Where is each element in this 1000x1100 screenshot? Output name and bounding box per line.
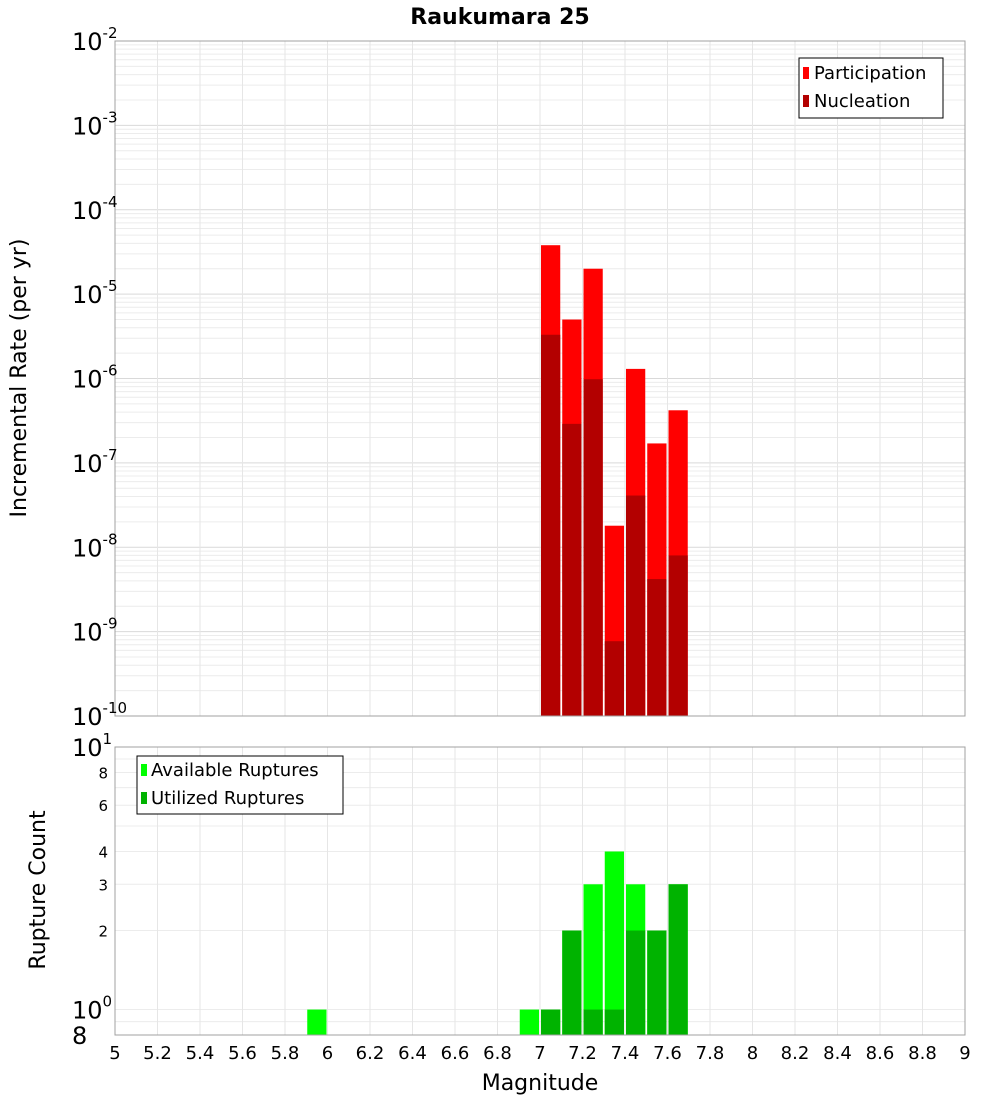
x-tick-label: 8.2 [781,1043,810,1064]
x-tick-label: 8.8 [908,1043,937,1064]
x-tick-label: 6.2 [356,1043,385,1064]
rate-y-tick-label: 10-3 [72,108,118,140]
rate-y-tick-label: 10-9 [72,615,118,647]
x-tick-label: 6.6 [441,1043,470,1064]
rate-legend-swatch [803,95,809,107]
x-tick-label: 6 [322,1043,333,1064]
count-y-minor-tick-label: 8 [98,764,108,782]
rate-legend-label: Participation [814,63,926,84]
chart-title: Raukumara 25 [410,5,589,30]
rate-bar-nucleation [626,495,646,716]
rate-legend-swatch [803,67,809,79]
rate-y-tick-label: 10-2 [72,24,118,56]
count-y-axis-label: Rupture Count [26,810,51,970]
x-tick-label: 7 [534,1043,545,1064]
x-tick-label: 5.8 [271,1043,300,1064]
count-y-minor-tick-label: 6 [98,797,108,815]
count-bar-utilized-ruptures [541,1009,561,1035]
x-tick-label: 8.6 [866,1043,895,1064]
count-legend-label: Utilized Ruptures [151,788,304,809]
count-y-minor-tick-label: 4 [98,843,108,861]
count-bar-utilized-ruptures [647,930,667,1035]
rate-bar-nucleation [583,379,603,716]
x-tick-label: 5.4 [186,1043,215,1064]
rate-y-axis-label: Incremental Rate (per yr) [7,239,32,518]
rate-bar-nucleation [604,641,624,716]
x-tick-label: 8.4 [823,1043,852,1064]
rate-plot-border [114,40,966,717]
x-tick-label: 7.8 [696,1043,725,1064]
count-legend-label: Available Ruptures [151,760,319,781]
count-y-minor-tick-label: 2 [98,923,108,941]
count-y-tick-label: 101 [72,730,112,762]
count-bar-available-ruptures [604,851,624,1035]
rate-y-tick-label: 10-7 [72,446,118,478]
x-axis-label: Magnitude [482,1071,599,1096]
rate-legend-box [798,57,944,119]
x-tick-label: 7.6 [653,1043,682,1064]
count-y-minor-tick-label: 3 [98,876,108,894]
count-legend: Available Ruptures Utilized Ruptures [136,755,344,815]
x-tick-label: 5.2 [143,1043,172,1064]
count-bar-utilized-ruptures [626,930,646,1035]
rate-y-tick-label: 10-8 [72,530,118,562]
rate-bar-nucleation [541,334,561,716]
x-tick-label: 5 [109,1043,120,1064]
count-legend-box [136,755,344,815]
x-tick-label: 9 [959,1043,970,1064]
count-bar-available-ruptures [519,1009,539,1035]
rate-panel: 10-2 10-3 10-4 10-5 10-6 10-7 10-8 10-9 10-10 Par… [72,24,966,731]
rate-y-tick-label: 10-6 [72,362,118,394]
count-legend-swatch [141,764,147,776]
count-legend-swatch [141,792,147,804]
rate-y-tick-label: 10-5 [72,277,118,309]
rate-legend-label: Nucleation [814,91,910,112]
rate-bar-nucleation [562,423,582,716]
count-plot-border [114,746,966,1036]
count-bar-utilized-ruptures [583,1009,603,1035]
rate-y-tick-label: 10-10 [72,699,127,731]
x-tick-label: 7.4 [611,1043,640,1064]
count-bar-available-ruptures [583,884,603,1035]
x-tick-label: 6.8 [483,1043,512,1064]
rate-bar-nucleation [647,579,667,716]
x-tick-label: 8 [747,1043,758,1064]
count-bar-utilized-ruptures [562,930,582,1035]
count-bar-utilized-ruptures [604,1009,624,1035]
x-tick-label: 7.2 [568,1043,597,1064]
rate-legend: Participation Nucleation [798,57,944,119]
count-y-tick-label: 100 [72,993,112,1025]
count-bar-utilized-ruptures [668,884,688,1035]
rate-bar-nucleation [668,555,688,716]
x-tick-label: 6.4 [398,1043,427,1064]
count-y-tick-label: 8 [72,1022,87,1050]
x-tick-label: 5.6 [228,1043,257,1064]
count-bar-available-ruptures [307,1009,327,1035]
rate-y-tick-label: 10-4 [72,193,118,225]
